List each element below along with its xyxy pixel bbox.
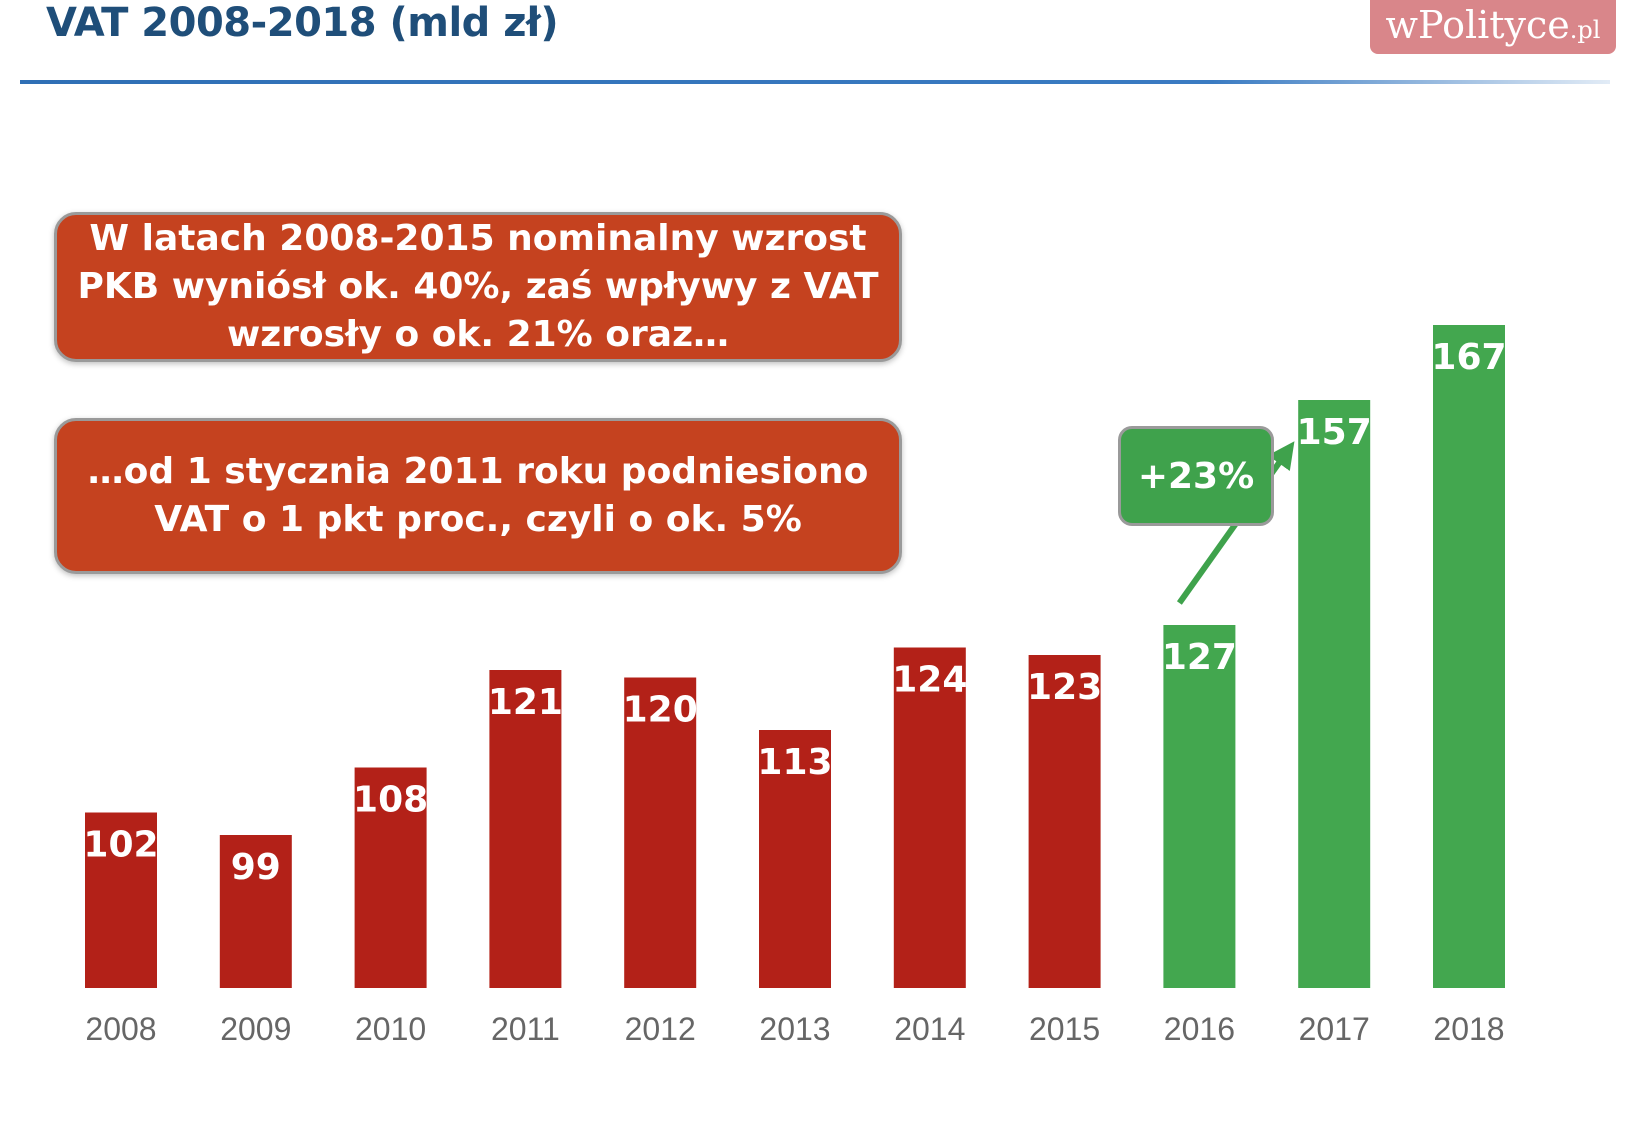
bar-value-label: 157: [1297, 412, 1372, 453]
title-divider: [20, 80, 1610, 84]
x-tick-label: 2011: [491, 1011, 560, 1047]
bar-2011: [489, 670, 562, 988]
bar-2018: [1433, 325, 1505, 988]
callout-gdp-growth: W latach 2008-2015 nominalny wzrost PKB …: [54, 212, 902, 362]
bar-2012: [624, 677, 697, 988]
x-tick-label: 2018: [1433, 1011, 1504, 1047]
bar-value-label: 121: [488, 682, 563, 723]
bar-value-label: 120: [623, 690, 698, 731]
bar-labels-group: 102 99 108 121 120 113 124 123 127 157 167: [83, 337, 1506, 888]
bars-group: [85, 325, 1505, 988]
bar-value-label: 167: [1431, 337, 1506, 378]
growth-badge: +23%: [1118, 426, 1274, 526]
x-tick-label: 2013: [759, 1011, 830, 1047]
x-tick-label: 2009: [220, 1011, 291, 1047]
bar-2014: [893, 647, 966, 988]
x-tick-label: 2012: [625, 1011, 696, 1047]
callout-vat-increase-text: …od 1 stycznia 2011 roku podniesiono VAT…: [87, 451, 869, 540]
bar-2017: [1298, 400, 1371, 988]
bar-2015: [1028, 655, 1101, 988]
x-tick-label: 2017: [1299, 1011, 1370, 1047]
x-tick-label: 2015: [1029, 1011, 1100, 1047]
bar-2009: [219, 835, 292, 988]
x-tick-label: 2008: [85, 1011, 156, 1047]
bar-2016: [1163, 625, 1236, 988]
bar-value-label: 113: [757, 742, 832, 783]
bar-2008: [85, 812, 157, 988]
bar-value-label: 123: [1027, 667, 1102, 708]
bar-value-label: 127: [1162, 637, 1237, 678]
bar-2010: [354, 767, 427, 988]
bar-value-label: 99: [231, 847, 281, 888]
callout-gdp-growth-text: W latach 2008-2015 nominalny wzrost PKB …: [77, 218, 879, 355]
brand-name: wPolityce: [1385, 3, 1570, 47]
bar-value-label: 124: [892, 660, 967, 701]
x-tick-label: 2016: [1164, 1011, 1235, 1047]
bar-value-label: 108: [353, 780, 428, 821]
brand-logo: wPolityce.pl: [1370, 0, 1616, 54]
page-title: VAT 2008-2018 (mld zł): [46, 0, 559, 46]
bar-2013: [759, 730, 831, 988]
bar-value-label: 102: [83, 825, 158, 866]
x-tick-label: 2014: [894, 1011, 965, 1047]
x-tick-labels-group: 2008 2009 2010 2011 2012 2013 2014 2015 2016 2017…: [85, 1011, 1504, 1047]
callout-vat-increase: …od 1 stycznia 2011 roku podniesiono VAT…: [54, 418, 902, 574]
x-tick-label: 2010: [355, 1011, 426, 1047]
brand-tld: .pl: [1569, 16, 1601, 44]
